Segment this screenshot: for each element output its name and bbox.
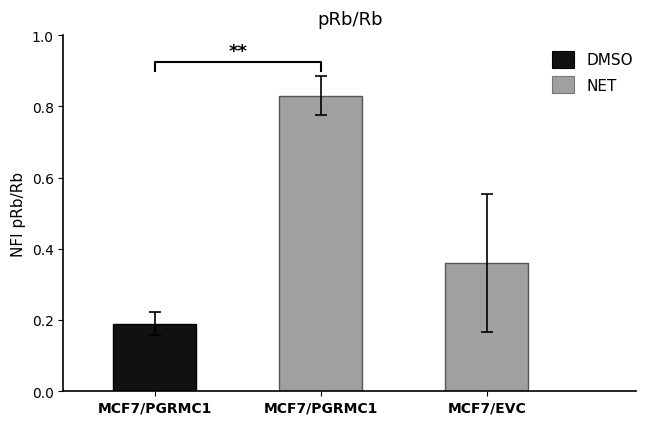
Title: pRb/Rb: pRb/Rb: [317, 11, 383, 29]
Bar: [280, 97, 363, 391]
Text: **: **: [228, 43, 247, 61]
Y-axis label: NFI pRb/Rb: NFI pRb/Rb: [11, 171, 26, 256]
Bar: [445, 263, 528, 391]
Bar: [113, 324, 196, 391]
Legend: DMSO, NET: DMSO, NET: [545, 44, 640, 102]
